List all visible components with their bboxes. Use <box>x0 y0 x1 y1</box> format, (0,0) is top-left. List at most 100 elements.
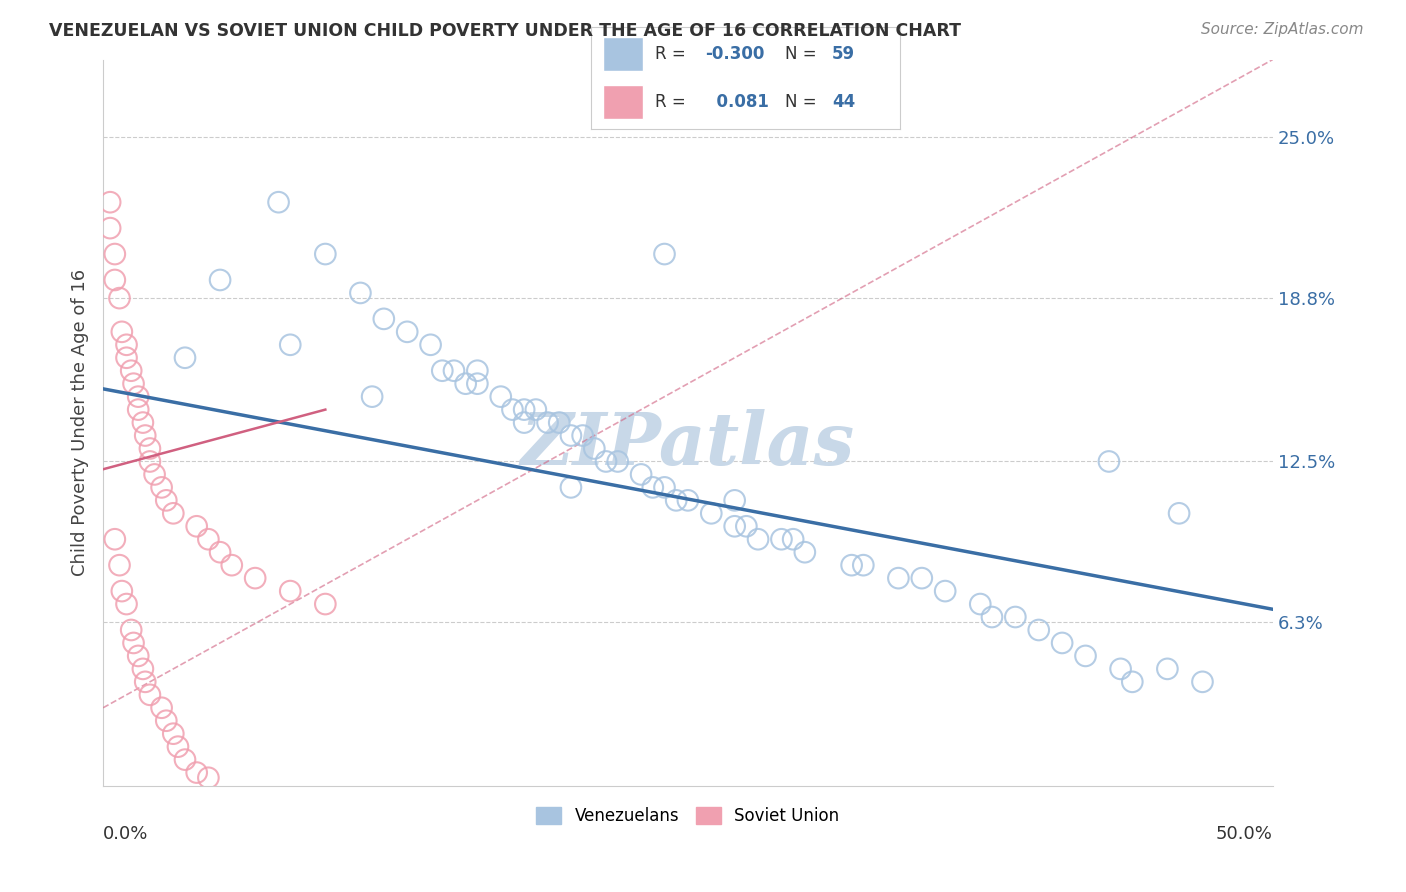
Point <box>108 558 131 573</box>
Point <box>150 480 173 494</box>
Point <box>1028 623 1050 637</box>
Text: 59: 59 <box>832 45 855 63</box>
Point <box>724 519 747 533</box>
Point <box>314 247 336 261</box>
Point <box>841 558 863 573</box>
Point <box>186 765 208 780</box>
Bar <box>603 86 643 119</box>
Text: N =: N = <box>786 45 817 63</box>
Point <box>595 454 617 468</box>
Point <box>221 558 243 573</box>
Point <box>606 454 628 468</box>
Point <box>1050 636 1073 650</box>
Point <box>373 311 395 326</box>
Point <box>536 416 558 430</box>
Point <box>665 493 688 508</box>
Point <box>278 584 301 599</box>
Point <box>1004 610 1026 624</box>
Point <box>361 390 384 404</box>
Point <box>104 247 127 261</box>
Point <box>654 247 676 261</box>
Point <box>1074 648 1097 663</box>
Point <box>197 533 219 547</box>
Point <box>134 428 156 442</box>
Point <box>1121 674 1143 689</box>
Point <box>104 273 127 287</box>
Point <box>432 364 454 378</box>
Point <box>209 273 232 287</box>
Point <box>120 364 142 378</box>
Point <box>186 519 208 533</box>
Text: ZIPatlas: ZIPatlas <box>520 409 855 480</box>
Point <box>396 325 419 339</box>
Point <box>887 571 910 585</box>
Text: VENEZUELAN VS SOVIET UNION CHILD POVERTY UNDER THE AGE OF 16 CORRELATION CHART: VENEZUELAN VS SOVIET UNION CHILD POVERTY… <box>49 22 962 40</box>
Point <box>419 338 441 352</box>
Point <box>524 402 547 417</box>
Point <box>443 364 465 378</box>
Point <box>747 533 769 547</box>
Point <box>127 402 149 417</box>
Point <box>98 221 121 235</box>
Point <box>793 545 815 559</box>
Point <box>969 597 991 611</box>
Text: R =: R = <box>655 45 686 63</box>
Point <box>209 545 232 559</box>
Bar <box>603 37 643 70</box>
Point <box>489 390 512 404</box>
Point <box>1109 662 1132 676</box>
Point <box>120 623 142 637</box>
Point <box>571 428 593 442</box>
Point <box>122 376 145 391</box>
Point <box>127 390 149 404</box>
Point <box>314 597 336 611</box>
Point <box>155 714 177 728</box>
Point <box>1168 506 1191 520</box>
Point <box>139 688 162 702</box>
Point <box>583 442 606 456</box>
Point <box>349 285 371 300</box>
Point <box>467 364 489 378</box>
Point <box>548 416 571 430</box>
Point <box>197 771 219 785</box>
Point <box>267 195 290 210</box>
Point <box>115 597 138 611</box>
Point <box>654 480 676 494</box>
Point <box>735 519 758 533</box>
Point <box>174 351 197 365</box>
Point <box>1191 674 1213 689</box>
Text: R =: R = <box>655 93 686 111</box>
Point <box>560 428 582 442</box>
Point <box>630 467 652 482</box>
Y-axis label: Child Poverty Under the Age of 16: Child Poverty Under the Age of 16 <box>72 269 89 576</box>
Point <box>278 338 301 352</box>
Text: N =: N = <box>786 93 817 111</box>
Point <box>1098 454 1121 468</box>
Point <box>641 480 664 494</box>
Point <box>132 662 155 676</box>
Text: 50.0%: 50.0% <box>1216 825 1272 844</box>
Point <box>782 533 804 547</box>
Point <box>122 636 145 650</box>
Text: Source: ZipAtlas.com: Source: ZipAtlas.com <box>1201 22 1364 37</box>
Point <box>139 442 162 456</box>
Point <box>174 753 197 767</box>
Text: -0.300: -0.300 <box>704 45 765 63</box>
Point <box>162 727 184 741</box>
Point <box>111 584 134 599</box>
Point <box>143 467 166 482</box>
Point <box>934 584 956 599</box>
Point <box>111 325 134 339</box>
Point <box>724 493 747 508</box>
Point <box>167 739 190 754</box>
Point <box>134 674 156 689</box>
Point <box>127 648 149 663</box>
Point <box>467 376 489 391</box>
Point <box>513 416 536 430</box>
Point <box>676 493 699 508</box>
Point <box>150 700 173 714</box>
Text: 44: 44 <box>832 93 855 111</box>
Point <box>560 480 582 494</box>
Point <box>501 402 523 417</box>
Point <box>98 195 121 210</box>
